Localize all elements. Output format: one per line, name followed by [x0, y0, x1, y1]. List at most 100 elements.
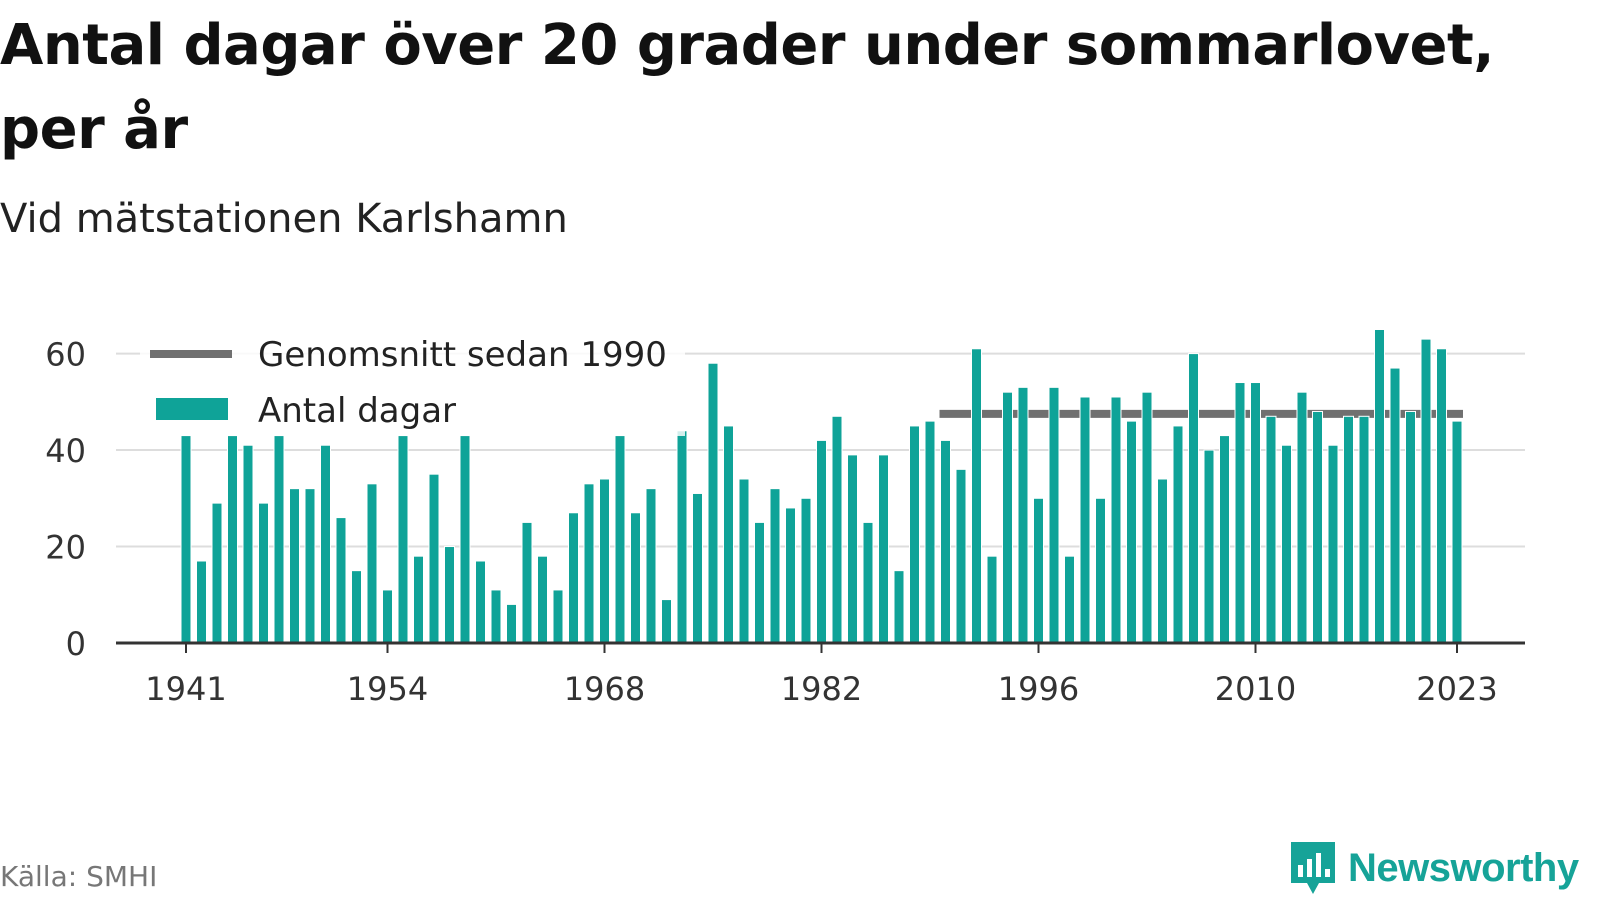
- bar: [335, 517, 347, 644]
- x-tick-label: 1968: [564, 670, 645, 708]
- x-tick-label: 2010: [1215, 670, 1296, 708]
- bar: [1157, 478, 1168, 644]
- bar: [1219, 435, 1230, 644]
- bar: [955, 468, 967, 644]
- bar: [800, 497, 812, 644]
- bar: [723, 425, 734, 644]
- bar: [1343, 415, 1354, 644]
- bar: [1436, 348, 1447, 644]
- bar: [692, 492, 703, 644]
- bar: [196, 560, 207, 644]
- bar: [1002, 391, 1013, 644]
- bar: [1296, 391, 1308, 644]
- bar: [599, 478, 610, 644]
- bar: [180, 435, 192, 644]
- bar: [614, 435, 626, 644]
- bar: [1451, 420, 1463, 644]
- bar: [242, 444, 254, 644]
- legend: Genomsnitt sedan 1990 Antal dagar: [140, 330, 685, 436]
- y-tick-label: 0: [66, 625, 86, 663]
- bar: [552, 589, 564, 644]
- newsworthy-logo-icon: [1291, 842, 1335, 894]
- bar: [940, 439, 951, 644]
- bar: [831, 415, 843, 644]
- bar: [738, 478, 750, 644]
- bar: [1126, 420, 1137, 644]
- bar: [893, 570, 905, 644]
- bar: [847, 454, 858, 644]
- bar: [320, 444, 331, 644]
- bar: [986, 555, 998, 644]
- bar: [351, 570, 362, 644]
- bar: [1374, 330, 1385, 644]
- bar: [1141, 391, 1153, 644]
- bar: [521, 521, 533, 644]
- bar: [289, 488, 300, 644]
- bar: [1064, 555, 1075, 644]
- bar: [1203, 449, 1215, 644]
- bar: [707, 362, 719, 644]
- bar: [459, 435, 471, 644]
- bar: [1172, 425, 1184, 644]
- bar: [971, 348, 982, 644]
- brand-name: Newsworthy: [1348, 845, 1579, 890]
- bar: [816, 439, 827, 644]
- bar: [583, 483, 595, 644]
- bar: [645, 488, 657, 644]
- x-tick-label: 2023: [1416, 670, 1497, 708]
- bar: [878, 454, 889, 644]
- bar: [1389, 367, 1401, 644]
- bar: [1017, 386, 1029, 644]
- chart-title: Antal dagar över 20 grader under sommarl…: [0, 13, 1495, 162]
- bar: [1188, 353, 1199, 644]
- bar: [227, 435, 238, 644]
- y-tick-label: 40: [45, 432, 86, 470]
- x-tick-label: 1982: [781, 670, 862, 708]
- bar: [258, 502, 269, 644]
- legend-bar-swatch: [156, 398, 228, 420]
- bar: [676, 430, 688, 644]
- x-tick-label: 1941: [145, 670, 226, 708]
- bar: [754, 521, 765, 644]
- bar: [304, 488, 316, 644]
- bar: [273, 435, 285, 644]
- bar: [1110, 396, 1122, 644]
- bar: [537, 555, 548, 644]
- bar: [475, 560, 486, 644]
- bar: [568, 512, 579, 644]
- bar: [1095, 497, 1106, 644]
- bar: [1327, 444, 1339, 644]
- bar: [769, 488, 781, 644]
- bar: [506, 603, 517, 644]
- bar: [909, 425, 920, 644]
- legend-average-label: Genomsnitt sedan 1990: [258, 335, 667, 375]
- bar: [1281, 444, 1292, 644]
- chart-subtitle: Vid mätstationen Karlshamn: [0, 196, 568, 242]
- bar: [661, 599, 672, 644]
- bar: [1312, 410, 1323, 644]
- y-tick-label: 60: [45, 336, 86, 374]
- bar: [1033, 497, 1044, 644]
- legend-background: [140, 330, 685, 436]
- bar: [924, 420, 936, 644]
- bar: [1048, 386, 1060, 644]
- x-tick-label: 1954: [347, 670, 428, 708]
- bar: [1079, 396, 1091, 644]
- bar: [428, 473, 440, 644]
- bars: [180, 330, 1463, 644]
- bar: [1250, 382, 1261, 644]
- y-axis-ticks: 0 20 40 60: [45, 336, 86, 663]
- bar: [862, 521, 874, 644]
- bar: [490, 589, 502, 644]
- bar: [211, 502, 223, 644]
- bar: [785, 507, 796, 644]
- bar-chart: 0 20 40 60 1941 1954 1968 1982 1996 2010 2023 Gen…: [45, 330, 1525, 708]
- bar: [397, 435, 409, 644]
- bar: [630, 512, 641, 644]
- bar: [1234, 382, 1246, 644]
- source-note: Källa: SMHI: [0, 860, 158, 893]
- bar: [1265, 415, 1277, 644]
- brand-logo: Newsworthy: [1288, 838, 1579, 898]
- bar: [366, 483, 378, 644]
- bar: [1358, 415, 1370, 644]
